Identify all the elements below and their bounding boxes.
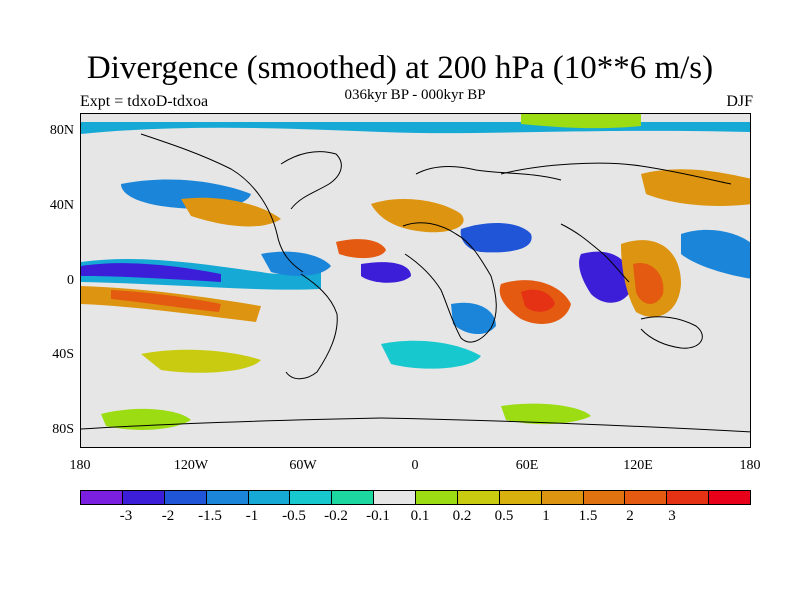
lon-label-120w: 120W [173,458,209,473]
colorbar-bin [709,491,750,504]
lat-label-eq: 0 [67,273,74,288]
divergence-map [80,113,751,448]
lat-label-80n: 80N [49,123,74,138]
lon-label-60w: 60W [289,458,317,473]
plot-title: Divergence (smoothed) at 200 hPa (10**6 … [86,50,714,86]
colorbar-bin [583,491,626,504]
colorbar-bin [290,491,333,504]
colorbar-bin [541,491,584,504]
lat-label-40s: 40S [52,347,74,362]
colorbar-bin [625,491,668,504]
colorbar-bin [164,491,207,504]
lon-label-60e: 60E [515,458,539,473]
colorbar-label: -1.5 [198,508,222,524]
colorbar-label: 2 [626,508,634,524]
colorbar-bin [206,491,249,504]
colorbar-label: 3 [668,508,676,524]
colorbar-label: -2 [161,508,175,524]
colorbar-bin [81,491,123,504]
colorbar-bin [499,491,542,504]
lon-label-180w: 180 [69,458,91,473]
experiment-label: Expt = tdxoD-tdxoa [80,93,209,110]
colorbar-label: -0.5 [282,508,306,524]
lat-label-40n: 40N [49,198,74,213]
season-label: DJF [726,93,753,110]
colorbar-label: 1 [542,508,550,524]
colorbar-label: -0.1 [366,508,390,524]
plot-subtitle: 036kyr BP - 000kyr BP [344,87,486,103]
colorbar-bin [667,491,710,504]
lat-label-80s: 80S [52,422,74,437]
colorbar-bin [457,491,500,504]
lon-label-180e: 180 [739,458,761,473]
colorbar-label: 1.5 [578,508,598,524]
colorbar-bin [332,491,375,504]
colorbar-bin [416,491,458,504]
colorbar-label: -3 [119,508,133,524]
colorbar-bin [374,491,416,504]
colorbar-label: 0.5 [494,508,514,524]
divergence-field [81,114,750,447]
colorbar-label: -0.2 [324,508,348,524]
colorbar-bin [122,491,165,504]
colorbar-label: -1 [245,508,259,524]
colorbar-label: 0.1 [410,508,430,524]
lon-label-0: 0 [411,458,419,473]
lon-label-120e: 120E [623,458,653,473]
colorbar-label: 0.2 [452,508,472,524]
colorbar-bin [248,491,291,504]
colorbar [80,490,751,505]
